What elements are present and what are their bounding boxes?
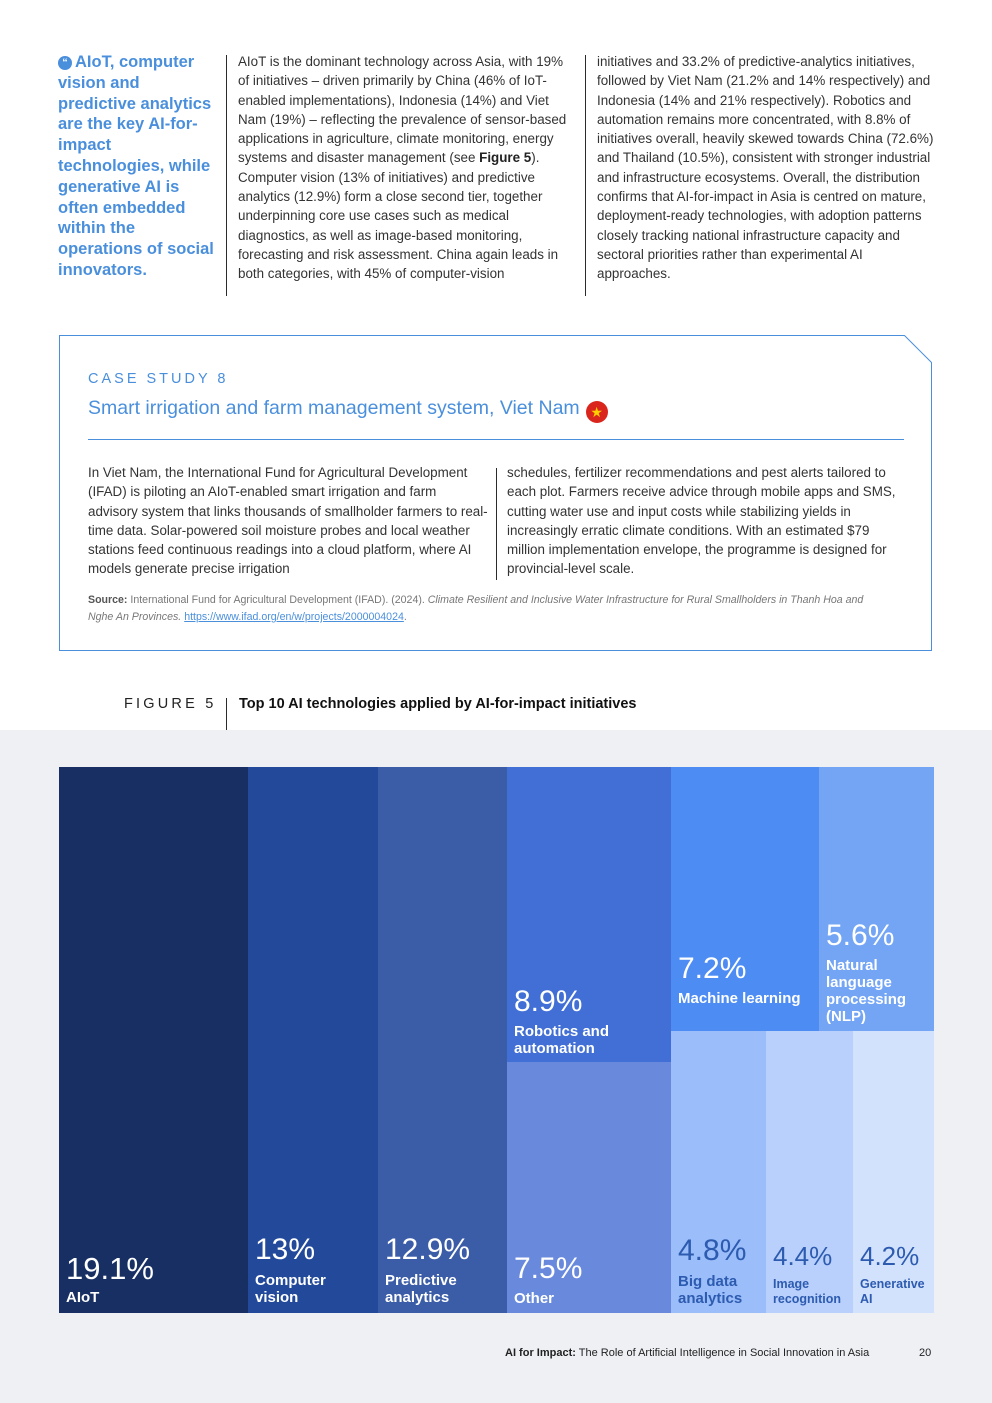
pull-quote: “AIoT, computer vision and predictive an… xyxy=(58,52,218,281)
viet-nam-flag-icon: ★ xyxy=(585,401,608,423)
treemap-tile: 13% Computer vision xyxy=(248,767,378,1313)
footer-text: The Role of Artificial Intelligence in S… xyxy=(578,1347,870,1359)
figure-divider xyxy=(226,698,227,730)
treemap-tile: 7.5% Other xyxy=(507,1062,671,1313)
figure-label: FIGURE 5 xyxy=(124,696,217,712)
treemap-value-label: 19.1% xyxy=(66,1251,154,1286)
treemap-category-label: Image recognition xyxy=(773,1277,842,1306)
figure-title: Top 10 AI technologies applied by AI-for… xyxy=(239,696,637,712)
treemap-tile: 4.4% Image recognition xyxy=(766,1031,853,1313)
case-study-title: Smart irrigation and farm management sys… xyxy=(88,397,608,423)
treemap-value-label: 8.9% xyxy=(514,985,583,1018)
treemap-tile: 4.2% Generative AI xyxy=(853,1031,934,1313)
treemap-category-label: Other xyxy=(514,1290,555,1307)
source-text: International Fund for Agricultural Deve… xyxy=(130,594,425,606)
treemap-value-label: 4.2% xyxy=(860,1241,920,1271)
treemap-value-label: 4.4% xyxy=(773,1241,833,1271)
treemap-value-label: 12.9% xyxy=(385,1233,471,1266)
body-column-2: initiatives and 33.2% of predictive-anal… xyxy=(597,54,934,282)
treemap-tile: 7.2% Machine learning xyxy=(671,767,819,1031)
treemap-category-label: Machine learning xyxy=(678,990,801,1007)
title-rule xyxy=(88,439,904,440)
treemap-value-label: 7.2% xyxy=(678,952,747,985)
treemap-tile: 8.9% Robotics and automation xyxy=(507,767,671,1062)
treemap-tile: 12.9% Predictive analytics xyxy=(378,767,507,1313)
column-divider xyxy=(585,55,586,296)
footer-bold: AI for Impact: xyxy=(505,1347,576,1359)
treemap-value-label: 4.8% xyxy=(678,1234,747,1267)
folded-corner xyxy=(904,335,932,363)
treemap-tile: 4.8% Big data analytics xyxy=(671,1031,766,1313)
treemap-category-label: Robotics and automation xyxy=(514,1023,610,1057)
page-number: 20 xyxy=(919,1347,932,1359)
treemap-category-label: Predictive analytics xyxy=(385,1272,457,1306)
body-column-1: AIoT is the dominant technology across A… xyxy=(238,52,570,284)
source-link[interactable]: https://www.ifad.org/en/w/projects/20000… xyxy=(184,611,404,623)
treemap-value-label: 7.5% xyxy=(514,1252,583,1285)
case-study-title-text: Smart irrigation and farm management sys… xyxy=(88,397,580,419)
pull-quote-text: AIoT, computer vision and predictive ana… xyxy=(58,53,214,279)
source-label: Source: xyxy=(88,594,128,606)
source-note: Source: International Fund for Agricultu… xyxy=(88,592,888,626)
treemap-value-label: 13% xyxy=(255,1233,316,1266)
case-study-column-1: In Viet Nam, the International Fund for … xyxy=(88,465,488,577)
case-column-divider xyxy=(496,468,497,580)
case-study-column-2: schedules, fertilizer recommendations an… xyxy=(507,465,896,577)
source-title: Climate Resilient and Inclusive Water In… xyxy=(88,594,864,623)
footer: AI for Impact: The Role of Artificial In… xyxy=(505,1347,869,1359)
column-divider xyxy=(226,55,227,296)
treemap-value-label: 5.6% xyxy=(826,919,895,952)
treemap-tile: 19.1% AIoT xyxy=(59,767,248,1313)
case-study-kicker: CASE STUDY 8 xyxy=(88,371,229,387)
source-end: . xyxy=(403,611,407,623)
treemap-category-label: AIoT xyxy=(66,1289,100,1306)
treemap-category-label: Big data analytics xyxy=(678,1273,743,1307)
column1-text-a: AIoT is the dominant technology across A… xyxy=(238,54,567,166)
treemap-tile: 5.6% Natural language processing (NLP) xyxy=(819,767,934,1031)
treemap-category-label: Computer vision xyxy=(255,1272,326,1306)
treemap-chart: 19.1% AIoT 13% Computer vision 12.9% Predicti… xyxy=(59,767,934,1313)
treemap-category-label: Generative AI xyxy=(860,1277,925,1306)
figure-reference: Figure 5 xyxy=(479,150,532,166)
treemap-category-label: Natural language processing (NLP) xyxy=(826,957,907,1025)
column1-text-b: ). Computer vision (13% of initiatives) … xyxy=(238,150,559,282)
case-study-box xyxy=(59,335,932,651)
quote-icon: “ xyxy=(58,56,72,70)
